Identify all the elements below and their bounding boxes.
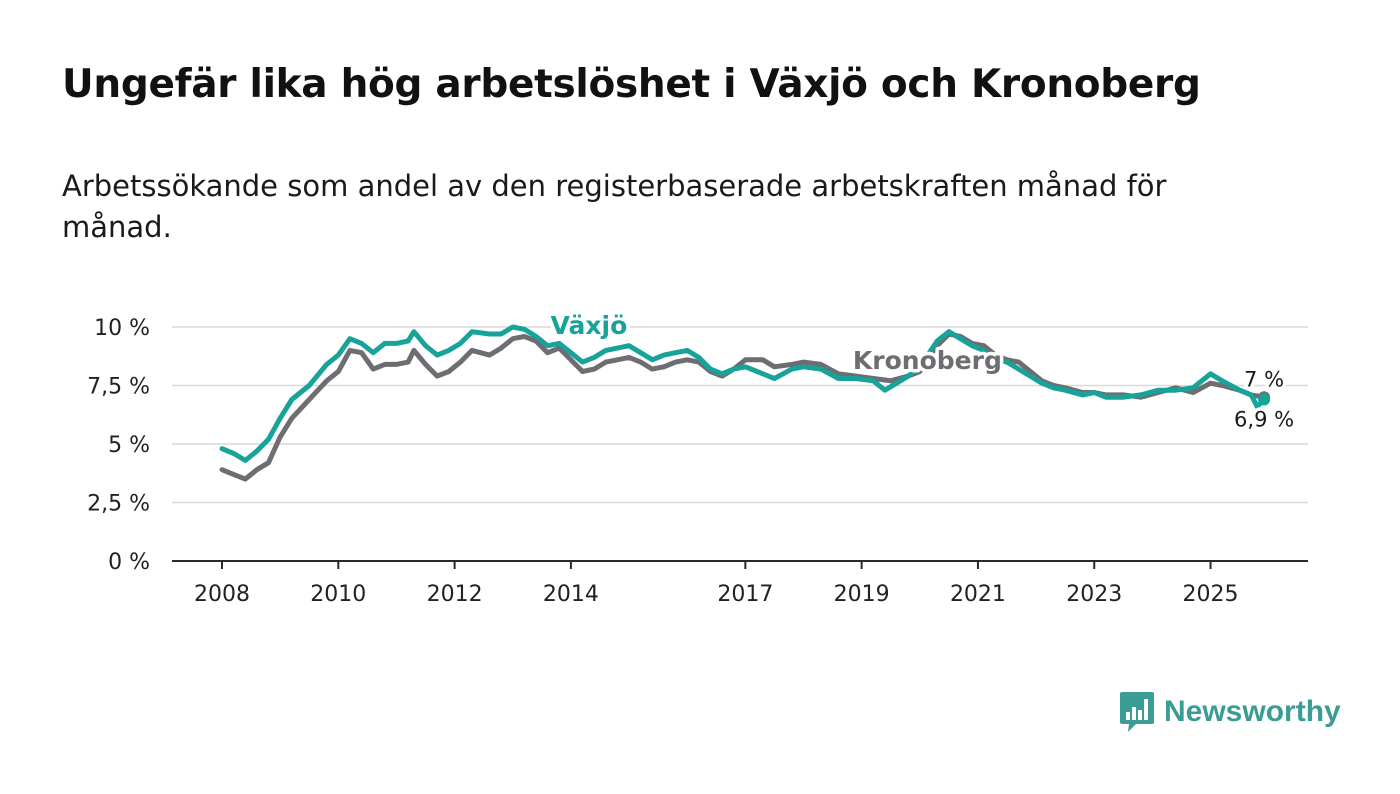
- end-label-kronoberg: 7 %: [1244, 368, 1284, 392]
- series-label-vaxjo-halo: Växjö: [551, 311, 628, 340]
- y-tick-label: 7,5 %: [87, 375, 150, 400]
- x-tick-label: 2021: [950, 582, 1006, 607]
- newsworthy-logo: Newsworthy: [1118, 690, 1341, 734]
- y-tick-label: 5 %: [108, 433, 150, 458]
- y-tick-label: 0 %: [108, 550, 150, 575]
- x-tick-label: 2019: [834, 582, 890, 607]
- series-lines: [219, 324, 1271, 482]
- end-label-vaxjo: 6,9 %: [1234, 407, 1294, 431]
- x-tick-label: 2010: [310, 582, 366, 607]
- series-end-dot: [1258, 393, 1271, 406]
- x-tick-label: 2023: [1066, 582, 1122, 607]
- y-tick-label: 10 %: [94, 316, 150, 341]
- grid-lines: [172, 326, 1308, 504]
- chart-title: Ungefär lika hög arbetslöshet i Växjö oc…: [62, 62, 1201, 107]
- y-tick-label: 2,5 %: [87, 492, 150, 517]
- series-line-kronoberg: [219, 331, 1267, 482]
- x-tick-label: 2025: [1183, 582, 1239, 607]
- series-label-vaxjo: Växjö: [551, 311, 628, 340]
- series-label-kronoberg-halo: Kronoberg: [853, 346, 1002, 375]
- x-tick-label: 2008: [194, 582, 250, 607]
- x-tick-label: 2014: [543, 582, 599, 607]
- end-label-kronoberg-halo: 7 %: [1244, 368, 1284, 392]
- series-label-kronoberg: Kronoberg: [853, 346, 1002, 375]
- series-line-vxj: [219, 324, 1267, 463]
- x-tick-label: 2017: [717, 582, 773, 607]
- x-tick-label: 2012: [427, 582, 483, 607]
- end-label-vaxjo-halo: 6,9 %: [1234, 407, 1294, 431]
- brand-name: Newsworthy: [1164, 695, 1341, 728]
- chart-subtitle: Arbetssökande som andel av den registerb…: [62, 169, 1167, 244]
- newsworthy-icon: [1120, 692, 1154, 732]
- axes: 0 % 2,5 % 5 % 7,5 % 10 % 2008 2010 2012 2014 2017…: [87, 316, 1308, 607]
